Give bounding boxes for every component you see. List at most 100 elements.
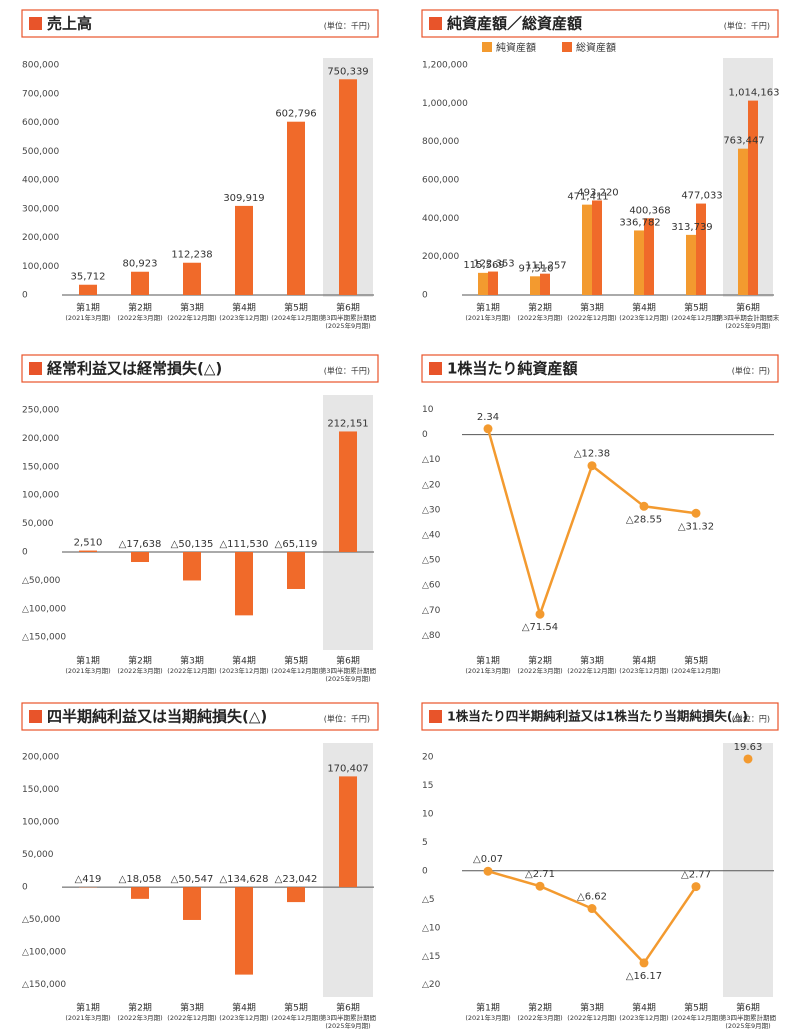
bar: [235, 551, 253, 616]
y-tick-label: 400,000: [22, 176, 59, 186]
value-label: △2.71: [525, 869, 555, 880]
x-tick-sublabel: (2022年3月期): [517, 313, 562, 322]
x-tick-sublabel: (2022年3月期): [117, 1013, 162, 1022]
x-tick-sublabel: (2022年12月期): [167, 666, 216, 675]
value-label: 602,796: [275, 109, 316, 120]
chart-title: 売上高: [47, 15, 92, 33]
y-tick-label: 500,000: [22, 147, 59, 157]
x-tick-label: 第3期: [580, 655, 604, 667]
title-box: [21, 354, 379, 383]
value-label: 400,368: [629, 205, 670, 216]
value-label: 309,919: [223, 193, 264, 204]
x-tick-label: 第4期: [632, 302, 656, 314]
bar: [540, 273, 550, 295]
unit-label: (単位：円): [732, 714, 770, 724]
y-tick-label: △100,000: [22, 604, 66, 614]
y-tick-label: △10: [422, 923, 441, 933]
x-tick-sublabel: (2024年12月期): [671, 666, 720, 675]
y-tick-label: 100,000: [22, 491, 59, 501]
x-tick-label: 第2期: [128, 1002, 152, 1014]
x-tick-label: 第4期: [632, 655, 656, 667]
bar: [183, 551, 201, 581]
value-label: △17,638: [119, 539, 162, 550]
x-tick-label: 第6期: [336, 1002, 360, 1014]
title-icon: [429, 17, 442, 30]
point: [639, 501, 649, 511]
value-label: 19.63: [734, 742, 763, 753]
y-tick-label: 600,000: [422, 176, 459, 186]
x-tick-sublabel: 第3四半期会計期間末: [717, 313, 780, 322]
x-tick-sublabel: 第3四半期累計期間: [320, 1013, 376, 1022]
x-tick-label: 第5期: [284, 655, 308, 667]
point: [483, 424, 493, 434]
point: [535, 609, 545, 619]
highlight-band: [723, 743, 773, 997]
title-icon: [29, 17, 42, 30]
y-tick-label: △15: [422, 952, 440, 962]
y-tick-label: 50,000: [22, 850, 54, 860]
bar: [644, 218, 654, 295]
x-tick-label: 第3期: [180, 1002, 204, 1014]
value-label: 35,712: [71, 272, 106, 283]
x-tick-label: 第4期: [232, 655, 256, 667]
y-tick-label: 100,000: [22, 818, 59, 828]
line: [487, 869, 698, 965]
x-tick-label: 第6期: [336, 302, 360, 314]
x-tick-sublabel: (2021年3月期): [65, 313, 110, 322]
value-label: △50,547: [171, 874, 214, 885]
x-tick-sublabel: (2022年3月期): [117, 666, 162, 675]
value-label: △31.32: [678, 521, 714, 532]
x-tick-sublabel: (2022年12月期): [567, 313, 616, 322]
unit-label: (単位：千円): [724, 21, 770, 31]
point: [587, 904, 597, 914]
y-tick-label: 150,000: [22, 462, 59, 472]
y-tick-label: 50,000: [22, 519, 54, 529]
y-tick-label: 700,000: [22, 89, 59, 99]
y-tick-label: 5: [422, 838, 428, 848]
x-tick-label: 第2期: [528, 1002, 552, 1014]
value-label: △50,135: [171, 539, 214, 550]
bar: [183, 262, 201, 295]
value-label: 212,151: [327, 418, 368, 429]
y-tick-label: 150,000: [22, 785, 59, 795]
x-tick-label: 第4期: [232, 302, 256, 314]
x-tick-sublabel: (2022年12月期): [167, 1013, 216, 1022]
value-label: 336,782: [619, 217, 660, 228]
title-icon: [429, 362, 442, 375]
bar: [235, 205, 253, 295]
x-tick-sublabel: 第3四半期累計期間: [320, 666, 376, 675]
y-tick-label: 15: [422, 781, 433, 791]
bar: [287, 551, 305, 589]
x-tick-label: 第2期: [128, 655, 152, 667]
y-tick-label: △100,000: [22, 948, 66, 958]
x-tick-sublabel: (2021年3月期): [465, 313, 510, 322]
y-tick-label: △20: [422, 980, 441, 990]
point: [743, 754, 753, 764]
y-tick-label: △150,000: [22, 633, 66, 643]
value-label: 2,510: [74, 538, 103, 549]
bar: [287, 887, 305, 903]
x-tick-label: 第5期: [684, 1002, 708, 1014]
value-label: △23,042: [275, 874, 318, 885]
y-tick-label: △50,000: [22, 576, 61, 586]
legend-swatch: [562, 42, 572, 52]
bar: [79, 284, 97, 295]
x-tick-sublabel: (2022年12月期): [567, 666, 616, 675]
x-tick-sublabel: (2024年12月期): [271, 666, 320, 675]
title-box: [21, 702, 379, 731]
x-tick-label: 第3期: [580, 302, 604, 314]
x-tick-sublabel: (2022年3月期): [517, 666, 562, 675]
value-label: △134,628: [219, 874, 268, 885]
y-tick-label: △60: [422, 581, 441, 591]
x-tick-label: 第3期: [180, 655, 204, 667]
chart-title: 1株当たり純資産額: [447, 360, 577, 378]
x-tick-label: 第1期: [76, 302, 100, 314]
x-tick-sublabel: (2024年12月期): [271, 1013, 320, 1022]
bar: [183, 887, 201, 920]
value-label: 122,353: [473, 259, 514, 270]
x-tick-sublabel: (2021年3月期): [65, 666, 110, 675]
bar: [738, 148, 748, 295]
value-label: △71.54: [522, 622, 558, 633]
